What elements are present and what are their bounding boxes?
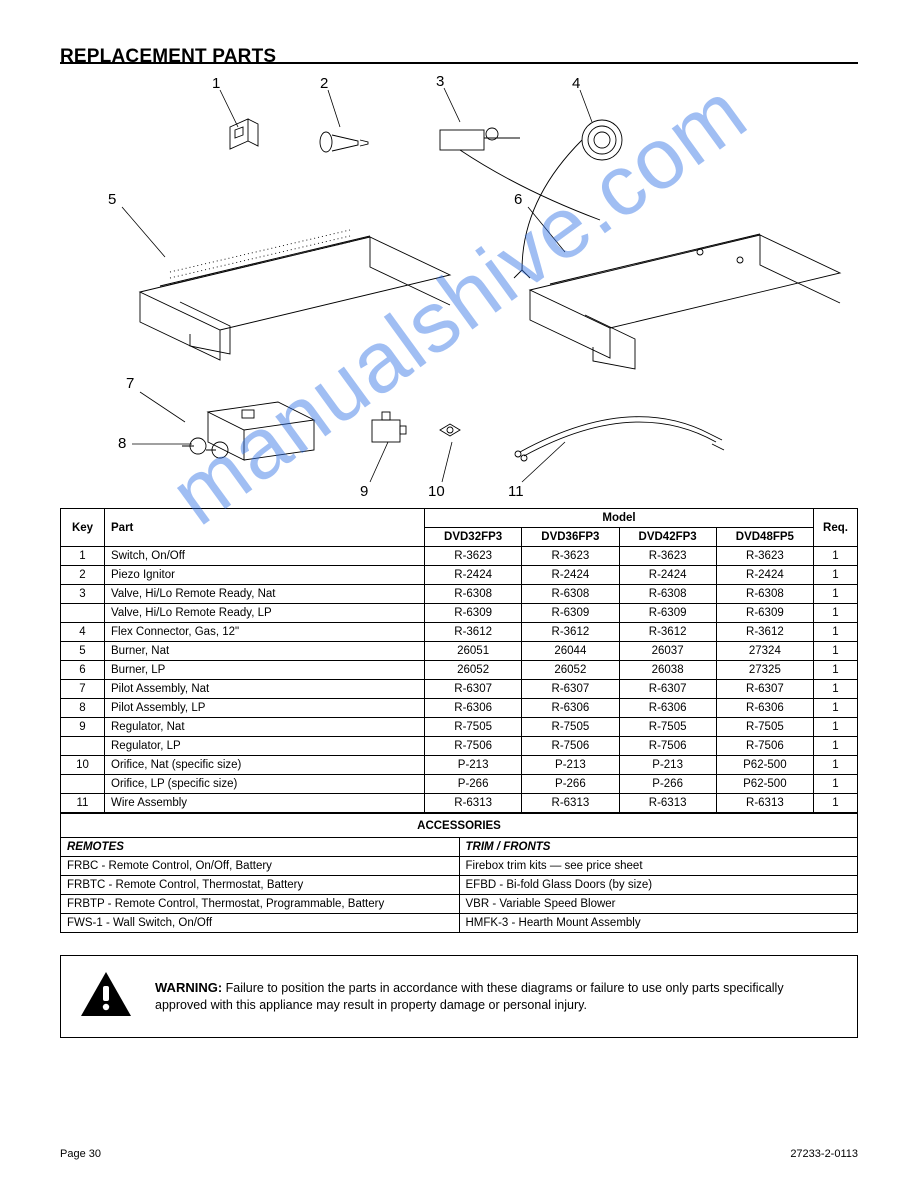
table-row: 8Pilot Assembly, LPR-6306R-6306R-6306R-6… — [61, 699, 858, 718]
footer-left: Page 30 — [60, 1148, 101, 1160]
parts-table: Key Part Model Req. DVD32FP3 DVD36FP3 DV… — [60, 508, 858, 813]
warning-box: WARNING: Failure to position the parts i… — [60, 955, 858, 1038]
callout-10: 10 — [428, 483, 445, 500]
warning-text: WARNING: Failure to position the parts i… — [155, 979, 839, 1014]
table-row: 9Regulator, NatR-7505R-7505R-7505R-75051 — [61, 718, 858, 737]
acc-l-2: FRBTP - Remote Control, Thermostat, Prog… — [61, 895, 460, 914]
acc-r-3: HMFK-3 - Hearth Mount Assembly — [459, 914, 858, 933]
acc-r-0: Firebox trim kits — see price sheet — [459, 857, 858, 876]
model-3: DVD48FP5 — [716, 528, 813, 547]
model-2: DVD42FP3 — [619, 528, 716, 547]
footer-right: 27233-2-0113 — [790, 1148, 858, 1160]
page-footer: Page 30 27233-2-0113 — [60, 1148, 858, 1160]
warning-body: Failure to position the parts in accorda… — [155, 981, 784, 1012]
table-head-row: Key Part Model Req. — [61, 509, 858, 528]
col-model: Model — [425, 509, 814, 528]
table-row: 1Switch, On/OffR-3623R-3623R-3623R-36231 — [61, 547, 858, 566]
callout-1: 1 — [212, 75, 220, 92]
table-row: 2Piezo IgnitorR-2424R-2424R-2424R-24241 — [61, 566, 858, 585]
callout-5: 5 — [108, 191, 116, 208]
parts-diagram: manualshive.com 1 2 3 4 — [60, 72, 858, 502]
acc-l-1: FRBTC - Remote Control, Thermostat, Batt… — [61, 876, 460, 895]
callout-3: 3 — [436, 73, 444, 90]
diagram-svg: 1 2 3 4 5 6 7 8 9 10 11 — [60, 72, 858, 502]
table-row: Orifice, LP (specific size)P-266P-266P-2… — [61, 775, 858, 794]
callout-6: 6 — [514, 191, 522, 208]
callout-9: 9 — [360, 483, 368, 500]
acc-l-3: FWS-1 - Wall Switch, On/Off — [61, 914, 460, 933]
acc-r-2: VBR - Variable Speed Blower — [459, 895, 858, 914]
acc-r-1: EFBD - Bi-fold Glass Doors (by size) — [459, 876, 858, 895]
col-key: Key — [61, 509, 105, 547]
acc-l-0: FRBC - Remote Control, On/Off, Battery — [61, 857, 460, 876]
acc-sub-remotes: REMOTES — [61, 838, 460, 857]
table-row: 6Burner, LP260522605226038273251 — [61, 661, 858, 680]
col-qty: Req. — [814, 509, 858, 547]
col-part: Part — [105, 509, 425, 547]
table-row: 4Flex Connector, Gas, 12"R-3612R-3612R-3… — [61, 623, 858, 642]
page-title: REPLACEMENT PARTS — [60, 46, 858, 68]
callout-4: 4 — [572, 75, 580, 92]
warning-label: WARNING: — [155, 980, 222, 995]
table-row: 11Wire AssemblyR-6313R-6313R-6313R-63131 — [61, 794, 858, 813]
callout-8: 8 — [118, 435, 126, 452]
table-row: 10Orifice, Nat (specific size)P-213P-213… — [61, 756, 858, 775]
table-row: 7Pilot Assembly, NatR-6307R-6307R-6307R-… — [61, 680, 858, 699]
table-row: Regulator, LPR-7506R-7506R-7506R-75061 — [61, 737, 858, 756]
model-1: DVD36FP3 — [522, 528, 619, 547]
callout-11: 11 — [508, 483, 524, 500]
table-row: 3Valve, Hi/Lo Remote Ready, NatR-6308R-6… — [61, 585, 858, 604]
warning-icon — [79, 970, 133, 1023]
table-row: 5Burner, Nat260512604426037273241 — [61, 642, 858, 661]
acc-header: ACCESSORIES — [61, 814, 858, 838]
accessories-table: ACCESSORIES REMOTES TRIM / FRONTS FRBC -… — [60, 813, 858, 933]
acc-sub-trim: TRIM / FRONTS — [459, 838, 858, 857]
model-0: DVD32FP3 — [425, 528, 522, 547]
callout-2: 2 — [320, 75, 328, 92]
table-row: Valve, Hi/Lo Remote Ready, LPR-6309R-630… — [61, 604, 858, 623]
callout-7: 7 — [126, 375, 134, 392]
